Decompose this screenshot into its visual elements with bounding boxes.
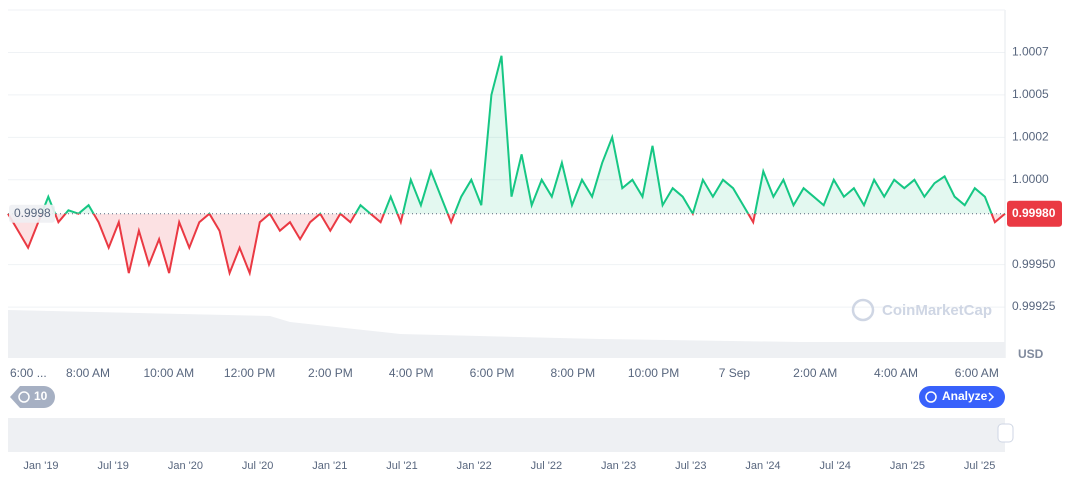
y-tick-label: 1.0000 (1012, 172, 1049, 186)
navigator-label: Jul '21 (386, 460, 417, 472)
navigator-label: Jan '22 (457, 460, 492, 472)
price-line-down (7, 213, 1006, 277)
navigator-handle[interactable] (997, 423, 1014, 443)
analyze-icon (925, 391, 937, 403)
navigator-label: Jan '24 (745, 460, 780, 472)
navigator-label: Jan '21 (312, 460, 347, 472)
x-tick-label: 6:00 PM (470, 366, 515, 380)
x-tick-label: 10:00 AM (143, 366, 194, 380)
y-tick-label: 0.99950 (1012, 257, 1056, 271)
watermark: CoinMarketCap (851, 298, 992, 322)
navigator-label: Jul '23 (675, 460, 706, 472)
analyze-chevron (988, 392, 995, 402)
last-price-bg (1007, 200, 1062, 227)
y-tick-label: 1.0007 (1012, 45, 1049, 59)
history-button[interactable]: 10 (10, 386, 55, 408)
history-button-label[interactable]: 10 (34, 389, 48, 403)
watermark-logo (851, 298, 875, 322)
x-tick-label: 8:00 PM (550, 366, 595, 380)
price-line-up (7, 55, 1006, 214)
x-tick-label: 2:00 AM (793, 366, 837, 380)
x-tick-label: 8:00 AM (66, 366, 110, 380)
currency-label: USD (1018, 347, 1044, 361)
x-tick-label: 4:00 PM (389, 366, 434, 380)
y-tick-label: 1.0002 (1012, 129, 1049, 143)
reference-label-bg (9, 204, 55, 223)
x-tick-label: 10:00 PM (628, 366, 679, 380)
area-down (8, 213, 1005, 274)
x-tick-label: 12:00 PM (224, 366, 275, 380)
analyze-button-bg[interactable] (919, 386, 1005, 408)
navigator-label: Jan '23 (601, 460, 636, 472)
y-tick-label: 0.99925 (1012, 299, 1056, 313)
analyze-button[interactable]: Analyze (919, 386, 1005, 408)
navigator-label: Jan '20 (168, 460, 203, 472)
reference-label: 0.9998 (14, 206, 51, 220)
navigator-label: Jul '24 (819, 460, 850, 472)
y-tick-label: 1.0005 (1012, 87, 1049, 101)
navigator-label: Jul '19 (97, 460, 128, 472)
navigator-label: Jul '22 (531, 460, 562, 472)
navigator-label: Jan '25 (890, 460, 925, 472)
x-tick-label: 2:00 PM (308, 366, 353, 380)
navigator-label: Jul '25 (964, 460, 995, 472)
watermark-text: CoinMarketCap (882, 302, 992, 319)
volume-area (8, 310, 1005, 358)
navigator-label: Jul '20 (242, 460, 273, 472)
history-icon (18, 391, 30, 403)
analyze-button-label[interactable]: Analyze (942, 389, 988, 403)
navigator-label: Jan '19 (23, 460, 58, 472)
navigator (8, 418, 1005, 452)
x-tick-label: 4:00 AM (874, 366, 918, 380)
x-tick-label: 6:00 ... (10, 366, 47, 380)
last-price-label: 0.99980 (1012, 206, 1056, 220)
x-tick-label: 6:00 AM (955, 366, 999, 380)
history-button-bg[interactable] (10, 386, 55, 408)
x-tick-label: 7 Sep (719, 366, 751, 380)
